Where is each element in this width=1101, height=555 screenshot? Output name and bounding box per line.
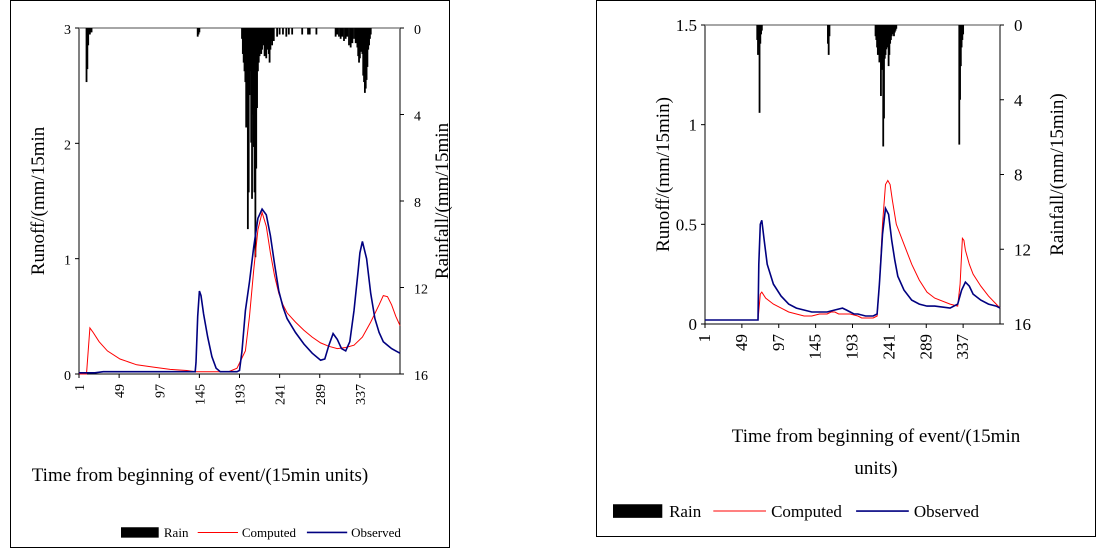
rain-bar xyxy=(198,28,201,33)
rain-bar xyxy=(341,28,344,37)
x-tick-label: 289 xyxy=(916,334,935,360)
y2-tick-label: 12 xyxy=(1014,240,1031,259)
rain-bar xyxy=(369,28,372,35)
legend-label-observed: Observed xyxy=(914,502,980,521)
y-tick-label: 2 xyxy=(64,138,71,153)
series-line-observed xyxy=(705,205,1001,321)
x-tick-label: 97 xyxy=(153,384,168,398)
rain-bar xyxy=(291,28,294,35)
rain-bar xyxy=(760,25,763,31)
chart-right: 0 0.5 1 1.5 0 4 8 12 16 1 49 97 145 193 241 289 337 Runof… xyxy=(613,16,1068,521)
rain-bar xyxy=(353,28,355,39)
x-tick-label: 49 xyxy=(113,384,128,398)
legend-label-observed: Observed xyxy=(351,525,401,540)
rain-bar xyxy=(315,28,318,35)
rain-bar xyxy=(307,28,309,35)
x-tick-label: 97 xyxy=(769,334,788,352)
x-axis-title-line2: units) xyxy=(854,458,897,479)
rain-bar xyxy=(334,28,337,37)
rain-bar xyxy=(344,28,347,39)
rain-bar xyxy=(276,28,279,37)
legend-swatch-rain xyxy=(121,527,159,538)
x-tick-label: 241 xyxy=(274,384,289,405)
rain-bar xyxy=(758,25,761,113)
x-tick-label: 1 xyxy=(73,384,88,391)
x-tick-label: 289 xyxy=(314,384,329,405)
y2-tick-label: 8 xyxy=(1014,166,1023,185)
y2-tick-label: 0 xyxy=(1014,16,1023,35)
legend-label-computed: Computed xyxy=(771,502,842,521)
rain-bar xyxy=(87,28,90,46)
series-line-computed xyxy=(79,210,401,375)
rain-bar xyxy=(827,25,830,55)
rain-bar xyxy=(828,25,831,37)
rain-bar xyxy=(272,28,275,41)
y-tick-label: 0 xyxy=(689,315,698,334)
x-tick-label: 145 xyxy=(806,334,825,360)
rain-bar xyxy=(895,25,898,29)
rain-bar xyxy=(285,28,288,37)
series-line-observed xyxy=(79,207,401,374)
rain-bar xyxy=(351,28,354,44)
y-tick-label: 0 xyxy=(64,369,71,384)
rain-bar xyxy=(336,28,339,35)
series-line-computed xyxy=(705,179,1001,321)
y2-axis-title: Rainfall/(mm/15min) xyxy=(1047,93,1068,256)
rain-bar xyxy=(962,25,965,35)
legend-label-computed: Computed xyxy=(242,525,297,540)
rain-bar xyxy=(354,28,357,44)
x-tick-label: 241 xyxy=(879,334,898,360)
y2-tick-label: 4 xyxy=(414,110,421,125)
y2-tick-label: 4 xyxy=(1014,91,1023,110)
y-tick-label: 1 xyxy=(64,254,71,269)
y-tick-label: 0.5 xyxy=(676,215,697,234)
y2-tick-label: 8 xyxy=(414,196,421,211)
legend-swatch-rain xyxy=(613,504,663,518)
y2-tick-label: 16 xyxy=(414,369,428,384)
x-tick-label: 193 xyxy=(843,334,862,360)
y-tick-label: 1 xyxy=(689,116,698,135)
rain-bar xyxy=(86,28,89,70)
x-tick-label: 337 xyxy=(354,384,369,405)
legend-label-rain: Rain xyxy=(669,502,702,521)
x-tick-label: 193 xyxy=(234,384,249,405)
x-tick-label: 1 xyxy=(695,334,714,343)
rain-bar xyxy=(282,28,284,35)
rain-bar xyxy=(346,28,349,37)
rain-bar xyxy=(343,28,345,41)
rain-bar xyxy=(90,28,93,33)
rain-bar xyxy=(349,28,352,48)
chart-panel-left: 0 1 2 3 0 4 8 12 16 1 49 97 145 193 241 289 337 Runoff/(m… xyxy=(10,0,453,548)
rain-bar xyxy=(348,28,350,46)
y2-axis-title: Rainfall/(mm/15min xyxy=(432,122,453,279)
x-axis-title: Time from beginning of event/(15min unit… xyxy=(32,465,369,486)
y2-tick-label: 0 xyxy=(414,23,421,38)
y-tick-label: 3 xyxy=(64,23,71,38)
x-tick-label: 145 xyxy=(193,384,208,405)
rain-bar xyxy=(287,28,290,35)
y2-tick-label: 12 xyxy=(414,283,428,298)
y-axis-title: Runoff/(mm/15min) xyxy=(653,97,674,252)
rain-bar xyxy=(278,28,281,35)
x-axis-title-line1: Time from beginning of event/(15min xyxy=(732,426,1021,447)
rain-bar xyxy=(883,25,885,119)
rain-bar xyxy=(339,28,342,39)
rain-bar xyxy=(247,28,250,193)
rain-bar xyxy=(338,28,340,37)
rain-bar xyxy=(308,28,311,35)
x-tick-label: 337 xyxy=(953,334,972,360)
legend-label-rain: Rain xyxy=(164,525,189,540)
rain-bar xyxy=(301,28,304,35)
y2-tick-label: 16 xyxy=(1014,315,1031,334)
y-axis-title: Runoff/(mm/15min xyxy=(28,126,49,275)
x-axis-title: Time from beginning of event/(15min units… xyxy=(732,426,1021,479)
chart-panel-right: 0 0.5 1 1.5 0 4 8 12 16 1 49 97 145 193 241 289 337 Runof… xyxy=(596,0,1096,537)
x-tick-label: 49 xyxy=(732,334,751,351)
y-tick-label: 1.5 xyxy=(676,16,697,35)
